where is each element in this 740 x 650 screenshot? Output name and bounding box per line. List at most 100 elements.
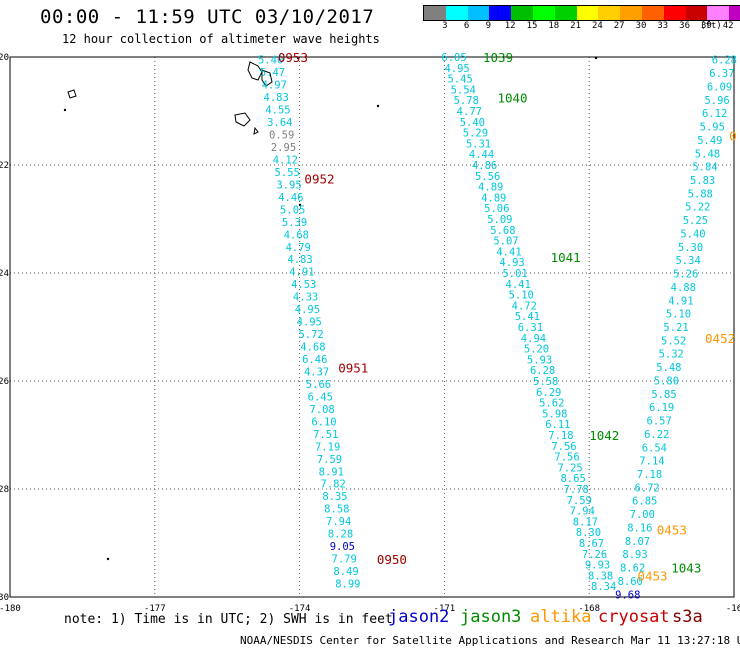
wave-height-value: 7.59 xyxy=(567,495,592,507)
colorbar-label: 33 xyxy=(657,21,669,31)
wave-height-value: 5.85 xyxy=(651,389,676,401)
altimeter-tracks: 5.405.474.974.834.553.640.592.954.125.55… xyxy=(258,52,737,601)
wave-height-value: 4.83 xyxy=(287,254,312,266)
colorbar-label: 27 xyxy=(613,21,625,31)
wave-height-value: 9.68 xyxy=(615,589,640,601)
wave-height-value: 5.10 xyxy=(509,290,534,302)
colorbar-label: 42 xyxy=(722,21,734,31)
wave-height-value: 4.68 xyxy=(300,342,325,354)
wave-height-value: 7.14 xyxy=(639,456,664,468)
wave-height-value: 6.22 xyxy=(644,429,669,441)
pass-labels: 0953 0952 0951 0950 1039 1040 1041 1042 1043 0453… xyxy=(278,50,737,583)
wave-height-value: 5.93 xyxy=(527,354,552,366)
wave-height-value: 7.82 xyxy=(321,479,346,491)
wave-height-value: 5.96 xyxy=(704,95,729,107)
wave-height-value: 6.28 xyxy=(712,55,737,67)
wave-height-value: 4.95 xyxy=(295,304,320,316)
island-outline xyxy=(261,69,273,87)
wave-height-value: 5.06 xyxy=(484,203,509,215)
colorbar-label: 15 xyxy=(526,21,538,31)
wave-height-value: 7.18 xyxy=(637,469,662,481)
wave-height-value: 4.33 xyxy=(293,292,318,304)
island-outlines xyxy=(63,56,598,561)
wave-height-value: 4.77 xyxy=(457,106,482,118)
wave-height-value: 5.48 xyxy=(656,362,681,374)
wave-height-value: 6.11 xyxy=(545,419,570,431)
wave-height-value: 4.41 xyxy=(506,279,531,291)
colorbar-label: 12 xyxy=(504,21,516,31)
legend-cryosat: cryosat xyxy=(598,607,670,627)
wave-height-value: 8.62 xyxy=(620,563,645,575)
wave-height-value: 4.68 xyxy=(284,229,309,241)
wave-height-value: 6.57 xyxy=(647,416,672,428)
wave-height-value: 6.29 xyxy=(536,387,561,399)
wave-height-value: 4.91 xyxy=(668,295,693,307)
wave-height-value: 4.89 xyxy=(481,192,506,204)
wave-height-value: 3.64 xyxy=(267,117,292,129)
wave-height-value: 7.08 xyxy=(309,404,334,416)
wave-height-value: 6.46 xyxy=(302,354,327,366)
wave-height-value: 4.46 xyxy=(278,192,303,204)
wave-height-value: 5.95 xyxy=(700,122,725,134)
wave-height-value: 5.41 xyxy=(515,311,540,323)
wave-height-value: 4.55 xyxy=(265,105,290,117)
lon-tick-label: -168 xyxy=(578,604,600,614)
wave-height-value: 7.18 xyxy=(548,430,573,442)
wave-height-value: 5.55 xyxy=(275,167,300,179)
colorbar-label: 21 xyxy=(570,21,582,31)
islet-dot xyxy=(63,108,67,112)
wave-height-value: 8.67 xyxy=(579,538,604,550)
wave-height-value: 6.28 xyxy=(530,365,555,377)
wave-height-value: 6.72 xyxy=(634,482,659,494)
wave-height-value: 4.37 xyxy=(304,366,329,378)
wave-height-value: 8.38 xyxy=(588,570,613,582)
islet-dot xyxy=(106,557,110,561)
lat-tick-label: -30 xyxy=(0,593,9,603)
colorbar-swatch xyxy=(620,6,642,20)
lon-tick-label: -16 xyxy=(726,604,740,614)
wave-height-value: 4.72 xyxy=(512,300,537,312)
pass-time-label: 0453 xyxy=(657,523,687,538)
wave-height-value: 5.10 xyxy=(666,309,691,321)
legend-jason3: jason3 xyxy=(460,607,522,627)
footer-note: note: 1) Time is in UTC; 2) SWH is in fe… xyxy=(64,612,393,627)
colorbar-label: 36 xyxy=(679,21,691,31)
wave-height-value: 6.31 xyxy=(518,322,543,334)
wave-height-value: 4.79 xyxy=(286,242,311,254)
island-outline xyxy=(234,112,251,127)
wave-height-value: 5.66 xyxy=(306,379,331,391)
colorbar-swatch xyxy=(424,6,446,20)
pass-time-label: 0453 xyxy=(637,568,667,583)
colorbar-label: 30 xyxy=(635,21,647,31)
axis-ticks: -180 -177 -174 -171 -168 -16 -20 -22 -24 -26 -28 -3… xyxy=(0,53,740,614)
lat-tick-label: -22 xyxy=(0,161,9,171)
plot-border xyxy=(9,56,735,598)
wave-height-value: 5.31 xyxy=(466,138,491,150)
wave-height-value: 5.52 xyxy=(661,335,686,347)
wave-height-value: 7.56 xyxy=(554,452,579,464)
wave-height-value: 9.05 xyxy=(330,541,355,553)
colorbar-swatch xyxy=(598,6,621,20)
colorbar-label: 18 xyxy=(548,21,560,31)
wave-height-value: 5.29 xyxy=(463,128,488,140)
wave-height-value: 5.09 xyxy=(487,214,512,226)
wave-height-value: 5.56 xyxy=(475,171,500,183)
grid-lines xyxy=(9,56,735,598)
track-track-b: 6.054.955.455.545.784.775.405.295.314.44… xyxy=(441,52,616,593)
islet-dot xyxy=(594,56,598,60)
lon-tick-label: -180 xyxy=(0,604,21,614)
wave-height-value: 6.37 xyxy=(709,68,734,80)
colorbar-swatch xyxy=(663,6,686,20)
footer-credit: NOAA/NESDIS Center for Satellite Applica… xyxy=(240,634,740,647)
track-track-a: 5.405.474.974.834.553.640.592.954.125.55… xyxy=(258,55,361,591)
wave-height-value: 7.51 xyxy=(313,429,338,441)
colorbar-swatch xyxy=(554,6,577,20)
wave-height-value: 5.40 xyxy=(258,55,283,67)
pass-time-label: 0951 xyxy=(338,361,368,376)
colorbar-unit: (ft) xyxy=(700,21,722,31)
track-track-c: 6.286.376.095.966.125.955.495.485.845.83… xyxy=(615,55,737,602)
colorbar-swatch xyxy=(467,6,490,20)
lat-tick-label: -24 xyxy=(0,269,9,279)
lon-tick-label: -177 xyxy=(144,604,166,614)
